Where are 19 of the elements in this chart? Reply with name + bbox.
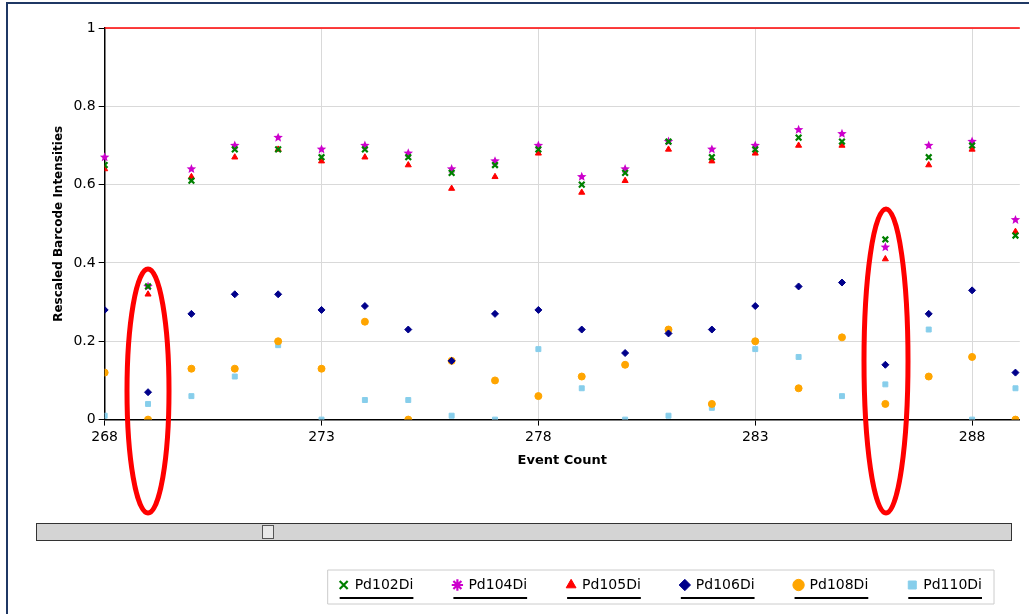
x-axis-title: Event Count — [517, 451, 607, 467]
y-tick-label: 1 — [86, 18, 96, 35]
y-tick-label: 0.4 — [73, 253, 96, 270]
x-tick-label: 268 — [91, 427, 119, 444]
x-tick-label: 288 — [958, 427, 986, 444]
x-tick-label: 283 — [741, 427, 769, 444]
legend-label: Pd110Di — [923, 575, 983, 592]
y-tick-label: 0.2 — [73, 331, 96, 348]
legend-label: Pd108Di — [809, 575, 869, 592]
x-tick-label: 278 — [525, 427, 552, 444]
y-tick-label: 0 — [86, 410, 96, 427]
legend-label: Pd106Di — [695, 575, 755, 592]
x-tick-label: 273 — [308, 427, 335, 444]
y-tick-label: 0.8 — [73, 96, 96, 113]
y-tick-label: 0.6 — [73, 175, 96, 192]
legend-label: Pd105Di — [582, 575, 641, 592]
legend-label: Pd104Di — [468, 575, 528, 592]
legend-label: Pd102Di — [354, 575, 414, 592]
y-axis-title: Rescaled Barcode Intensities — [51, 125, 66, 322]
